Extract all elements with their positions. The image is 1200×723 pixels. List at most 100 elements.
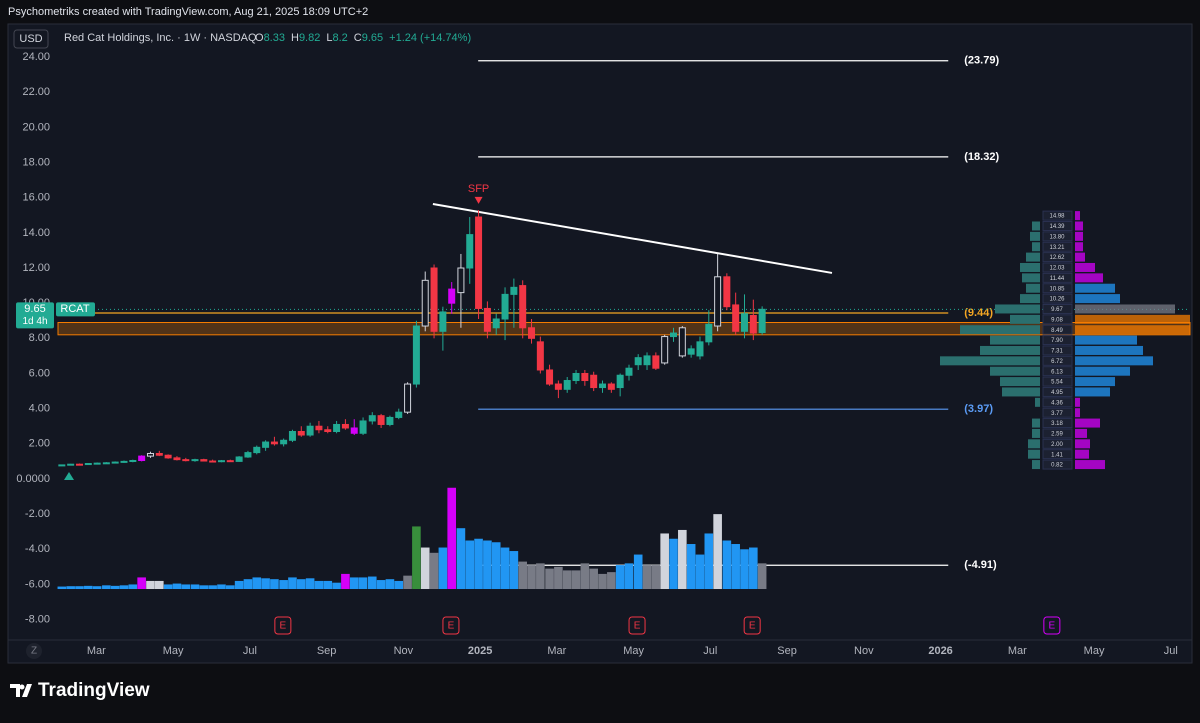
volume-bar <box>598 573 607 590</box>
candle-body <box>696 341 704 357</box>
candle-body <box>723 276 731 308</box>
profile-price: 14.98 <box>1049 214 1065 220</box>
profile-right <box>1075 262 1095 272</box>
candle-body <box>740 313 748 332</box>
volume-bar <box>704 533 714 590</box>
earnings-marker <box>442 616 460 635</box>
x-tick-label: Jul <box>703 645 717 657</box>
profile-price: 0.82 <box>1051 463 1063 469</box>
profile-left <box>1026 283 1040 293</box>
earnings-label: E <box>448 621 455 632</box>
volume-bar <box>589 568 598 590</box>
volume-bar <box>102 585 111 590</box>
profile-price-box <box>1042 252 1073 263</box>
y-tick-label: -8.00 <box>25 614 50 626</box>
volume-bar <box>651 565 661 590</box>
earnings-label: E <box>634 621 641 632</box>
x-tick-label: Sep <box>777 645 797 657</box>
candle-body <box>483 307 491 332</box>
candle-body <box>590 374 598 389</box>
candle-body <box>572 372 580 382</box>
y-tick-label: 8.00 <box>29 332 50 344</box>
profile-price-box <box>1042 376 1073 387</box>
profile-left <box>940 356 1040 366</box>
candle-body <box>155 452 163 456</box>
candle-body <box>732 304 740 332</box>
profile-right <box>1075 460 1105 470</box>
profile-right <box>1075 242 1083 252</box>
candle-body <box>439 311 447 332</box>
scale-button[interactable] <box>26 643 42 659</box>
profile-price-box <box>1042 262 1073 273</box>
profile-right <box>1075 314 1190 324</box>
profile-right <box>1075 221 1083 231</box>
volume-bar <box>509 551 519 590</box>
logo-dot <box>19 684 25 690</box>
ohlc-letter: L <box>326 32 332 44</box>
profile-price-box <box>1042 220 1073 231</box>
profile-price: 2.59 <box>1051 432 1063 438</box>
candle-body <box>652 355 660 369</box>
profile-right <box>1075 211 1080 221</box>
x-tick-label: 2026 <box>928 645 952 657</box>
y-tick-label: 6.00 <box>29 367 50 379</box>
candle-body <box>670 332 678 338</box>
profile-price: 3.77 <box>1051 411 1063 417</box>
volume-bar <box>155 580 164 590</box>
candle-body <box>324 429 332 433</box>
candle-body <box>395 411 403 418</box>
volume-bar <box>358 577 368 590</box>
x-tick-label: Nov <box>394 645 414 657</box>
candle-body <box>253 446 261 454</box>
profile-price-box <box>1042 210 1073 221</box>
y-tick-label: 14.00 <box>22 227 50 239</box>
volume-bar <box>66 586 75 590</box>
volume-bar <box>394 580 404 590</box>
candle-body <box>200 459 208 462</box>
tradingview-logo: TradingView <box>10 680 150 701</box>
candle-body <box>93 462 101 465</box>
x-tick-label: Mar <box>547 645 566 657</box>
volume-bar <box>190 584 200 590</box>
profile-price: 4.95 <box>1051 390 1063 396</box>
level-label: (3.97) <box>964 403 993 415</box>
logo-text: TradingView <box>38 680 150 701</box>
volume-bar <box>332 582 341 590</box>
volume-bar <box>562 570 572 590</box>
x-tick-label: Jul <box>243 645 257 657</box>
candle-body <box>146 452 154 457</box>
candle-body <box>377 415 385 425</box>
volume-bar <box>172 583 182 590</box>
currency-button[interactable] <box>13 29 49 49</box>
signal-marker <box>64 472 74 480</box>
volume-bar <box>270 579 279 590</box>
earnings-label: E <box>749 621 756 632</box>
profile-left <box>1032 460 1040 470</box>
x-tick-label: Sep <box>317 645 337 657</box>
volume-bar <box>288 577 297 590</box>
candle-body <box>599 383 607 389</box>
volume-bar <box>146 580 155 590</box>
volume-bar <box>412 526 421 590</box>
profile-price: 11.44 <box>1050 276 1065 282</box>
profile-price-box <box>1042 293 1073 304</box>
candle-body <box>705 323 713 343</box>
candle-body <box>687 348 695 355</box>
profile-price-box <box>1042 449 1073 460</box>
candle-body <box>466 234 474 269</box>
profile-right <box>1075 428 1087 438</box>
price-tag <box>16 302 54 329</box>
volume-bar <box>367 576 377 590</box>
y-tick-label: 0.0000 <box>16 473 50 485</box>
scale-button-label: Z <box>31 646 37 657</box>
profile-left <box>960 325 1040 335</box>
candle-body <box>714 276 722 327</box>
level-label: (18.32) <box>964 151 999 163</box>
candle-body <box>58 464 66 467</box>
candle-body <box>421 279 429 327</box>
candle-body <box>519 285 527 329</box>
profile-price: 12.03 <box>1049 266 1065 272</box>
profile-price-box <box>1042 407 1073 418</box>
volume-bar <box>713 514 722 590</box>
profile-price-box <box>1042 345 1073 356</box>
